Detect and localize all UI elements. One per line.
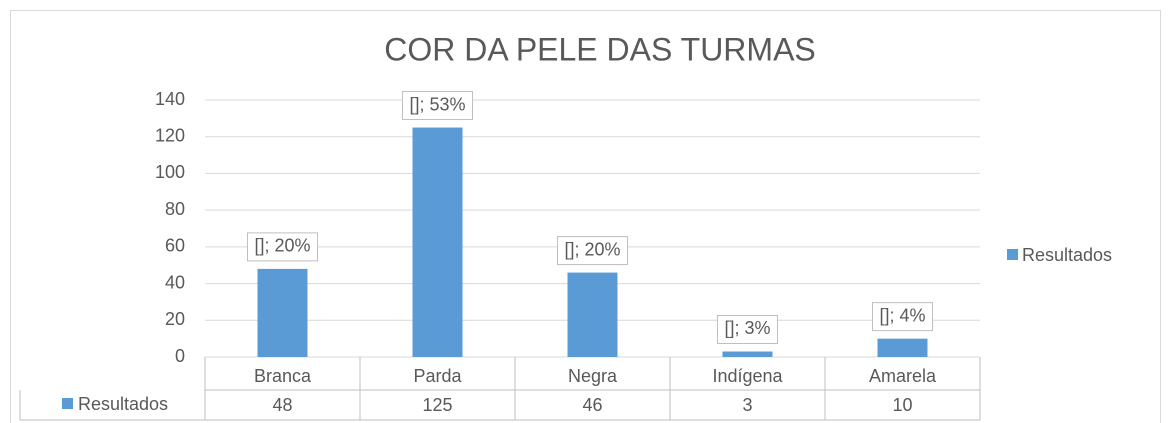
y-tick-label: 80 <box>165 199 185 219</box>
table-series-name: Resultados <box>78 394 168 414</box>
data-label: []; 4% <box>879 305 925 325</box>
bar <box>877 338 928 357</box>
y-tick-label: 140 <box>155 89 185 109</box>
data-label-box <box>556 236 629 266</box>
data-label-box <box>716 314 779 344</box>
table-legend-key <box>62 398 73 409</box>
table-value: 10 <box>892 395 912 415</box>
data-label: []; 20% <box>254 236 310 256</box>
table-value: 46 <box>582 395 602 415</box>
y-tick-label: 0 <box>175 346 185 366</box>
legend-label: Resultados <box>1022 245 1112 265</box>
data-label-box <box>401 91 474 121</box>
y-tick-label: 120 <box>155 125 185 145</box>
table-value: 125 <box>422 395 452 415</box>
data-label-box <box>246 232 319 262</box>
legend-key <box>1007 249 1018 260</box>
y-tick-label: 40 <box>165 272 185 292</box>
category-label: Amarela <box>869 366 937 386</box>
data-label: []; 3% <box>724 318 770 338</box>
data-label: []; 20% <box>564 239 620 259</box>
data-label-box <box>871 302 934 332</box>
category-label: Parda <box>413 366 462 386</box>
category-label: Branca <box>254 366 312 386</box>
bar <box>412 127 463 358</box>
bar <box>567 272 618 357</box>
y-tick-label: 20 <box>165 309 185 329</box>
y-tick-label: 100 <box>155 162 185 182</box>
bar <box>722 351 773 357</box>
y-tick-label: 60 <box>165 236 185 256</box>
chart-title: COR DA PELE DAS TURMAS <box>384 31 816 67</box>
table-value: 48 <box>272 395 292 415</box>
table-value: 3 <box>742 395 752 415</box>
data-label: []; 53% <box>409 94 465 114</box>
category-label: Indígena <box>712 366 783 386</box>
category-label: Negra <box>568 366 618 386</box>
bar <box>257 268 308 357</box>
